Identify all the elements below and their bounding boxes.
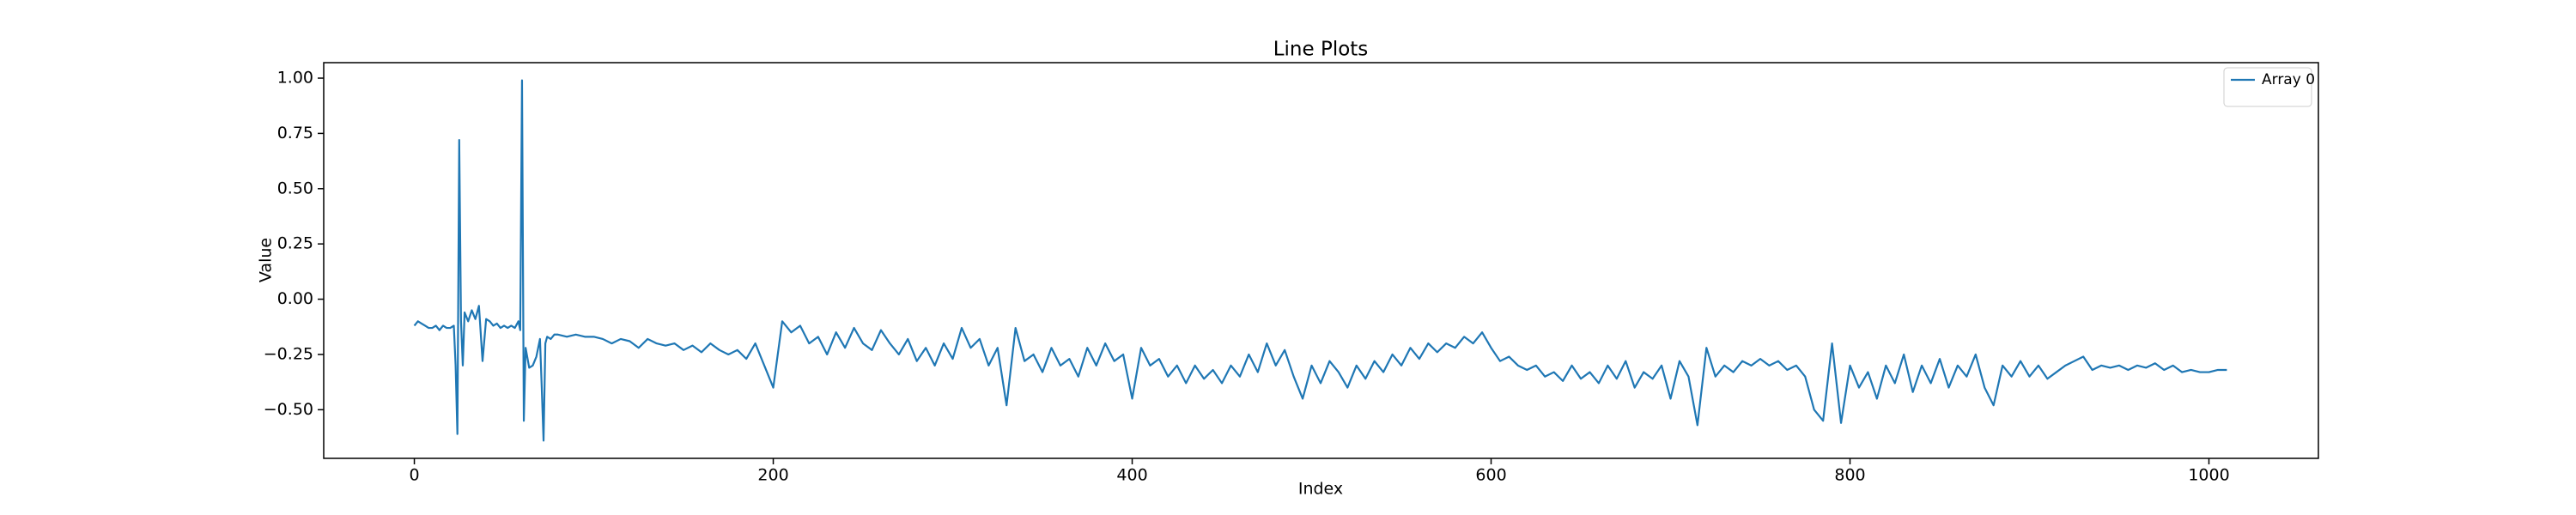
y-tick-label: 0.00 [277, 289, 313, 308]
legend-box [2223, 67, 2312, 107]
plot-frame [323, 62, 2319, 459]
y-tick-label: 0.50 [277, 179, 313, 197]
x-tick-label: 800 [1834, 466, 1865, 485]
x-tick-label: 0 [409, 466, 419, 485]
x-tick-label: 1000 [2188, 466, 2229, 485]
y-tick-label: 0.75 [277, 124, 313, 142]
y-axis-label: Value [257, 238, 276, 282]
x-tick-label: 400 [1116, 466, 1147, 485]
y-tick-label: 0.25 [277, 234, 313, 253]
chart-title: Line Plots [1273, 39, 1369, 61]
y-tick-label: 1.00 [277, 69, 313, 88]
data-line [413, 79, 2227, 442]
x-tick-label: 200 [757, 466, 788, 485]
y-tick-label: −0.25 [264, 344, 313, 363]
y-tick-label: −0.50 [264, 400, 313, 419]
x-axis-label: Index [1298, 480, 1343, 499]
x-tick-label: 600 [1475, 466, 1506, 485]
legend-label: Array 0 [2262, 71, 2315, 88]
